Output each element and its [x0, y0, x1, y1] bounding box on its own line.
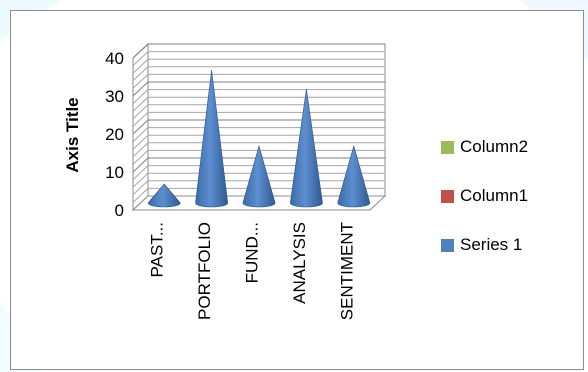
- cone-bar-portfolio: [195, 69, 229, 208]
- x-tick-label: PAST...: [148, 222, 167, 277]
- gridline-side: [132, 89, 149, 104]
- gridline-side: [132, 58, 149, 74]
- gridline-side: [132, 81, 149, 97]
- gridline-side: [132, 51, 149, 66]
- gridline-side: [132, 96, 149, 112]
- gridline-side: [132, 157, 149, 173]
- cone-bar-sentiment: [337, 144, 371, 208]
- gridline-side: [132, 119, 149, 135]
- y-axis-title: Axis Title: [63, 97, 82, 172]
- legend-label-series1: Series 1: [460, 235, 523, 254]
- legend-swatch-column2: [441, 140, 454, 154]
- legend-item-series1: Series 1: [441, 234, 528, 256]
- legend-swatch-series1: [441, 238, 454, 252]
- legend-swatch-column1: [441, 189, 454, 203]
- y-tick-label: 0: [115, 201, 124, 220]
- x-tick-label: ANALYSIS: [290, 222, 309, 304]
- y-tick-label: 40: [105, 49, 124, 68]
- gridline-side: [132, 172, 149, 188]
- x-tick-label: SENTIMENT: [337, 222, 356, 320]
- cone-bar-analysis: [289, 88, 323, 208]
- gridline-side: [132, 142, 149, 158]
- legend-label-column1: Column1: [460, 186, 529, 205]
- legend-item-column1: Column1: [441, 185, 528, 207]
- cone-bar-past: [147, 183, 181, 208]
- y-tick-label: 20: [105, 125, 124, 144]
- chart-legend: Column2 Column1 Series 1: [441, 136, 528, 283]
- gridline-side: [132, 180, 149, 196]
- legend-item-column2: Column2: [441, 136, 528, 158]
- x-tick-label: FUND...: [243, 222, 262, 283]
- legend-label-column2: Column2: [460, 137, 529, 156]
- gridline-side: [132, 43, 149, 59]
- gridline-side: [132, 104, 149, 120]
- gridline-side: [132, 127, 149, 142]
- gridline-side: [132, 74, 149, 89]
- gridline-side: [132, 112, 149, 127]
- gridline-side: [132, 188, 149, 203]
- cone-bar-fund: [242, 144, 276, 208]
- gridline-side: [132, 165, 149, 180]
- gridline-side: [132, 150, 149, 165]
- gridline-side: [132, 66, 149, 82]
- gridline-side: [132, 134, 149, 150]
- y-tick-label: 10: [105, 163, 124, 182]
- y-tick-label: 30: [105, 87, 124, 106]
- x-tick-label: PORTFOLIO: [195, 222, 214, 320]
